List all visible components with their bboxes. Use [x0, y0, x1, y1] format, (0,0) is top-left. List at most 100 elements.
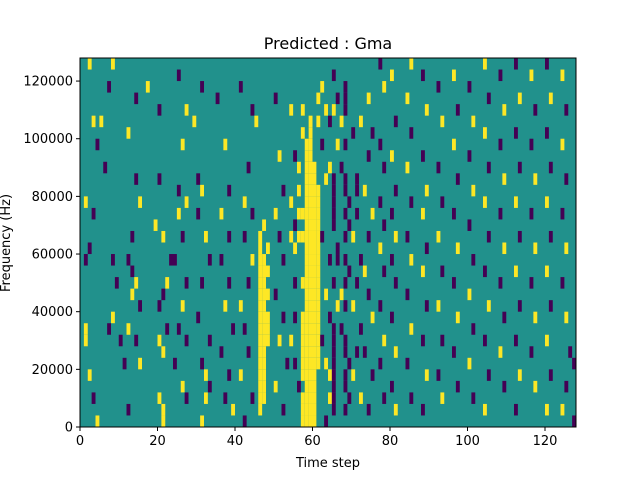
heatmap-cell — [471, 184, 476, 197]
heatmap-cell — [405, 92, 410, 105]
heatmap-cell — [161, 403, 166, 416]
heatmap-cell — [382, 334, 387, 347]
heatmap-cell — [572, 415, 577, 427]
heatmap-cell — [390, 150, 394, 162]
heatmap-cell — [308, 369, 313, 381]
heatmap-cell — [529, 277, 534, 289]
heatmap-cell — [440, 115, 445, 128]
heatmap-cell — [545, 58, 549, 70]
heatmap-cell — [161, 415, 166, 427]
heatmap-cell — [304, 415, 309, 427]
heatmap-cell — [227, 184, 232, 197]
heatmap-cell — [308, 254, 313, 266]
heatmap-cell — [312, 311, 317, 324]
heatmap-cell — [242, 415, 247, 427]
heatmap-cell — [316, 115, 321, 128]
heatmap-cell — [308, 311, 313, 324]
heatmap-cell — [359, 323, 363, 335]
heatmap-cell — [514, 334, 518, 347]
heatmap-cell — [126, 254, 131, 266]
heatmap-cell — [281, 254, 286, 266]
heatmap-cell — [366, 288, 371, 301]
heatmap-cell — [347, 219, 352, 231]
y-tick-label: 20000 — [32, 363, 73, 378]
heatmap-cell — [467, 288, 472, 301]
heatmap-cell — [176, 184, 181, 197]
heatmap-cell — [95, 415, 100, 427]
heatmap-cell — [514, 58, 518, 70]
heatmap-cell — [486, 161, 491, 174]
heatmap-cell — [250, 254, 255, 266]
heatmap-cell — [312, 415, 317, 427]
heatmap-cell — [308, 161, 313, 174]
heatmap-cell — [564, 380, 569, 393]
heatmap-cell — [440, 196, 445, 208]
heatmap-cell — [200, 415, 205, 427]
heatmap-cell — [184, 196, 189, 208]
heatmap-cell — [130, 230, 135, 243]
heatmap-cell — [545, 334, 549, 347]
heatmap-cell — [533, 242, 538, 255]
heatmap-cell — [293, 150, 298, 162]
heatmap-cell — [304, 184, 309, 197]
heatmap-cell — [312, 219, 317, 231]
x-tick-label: 0 — [76, 434, 84, 449]
heatmap-cell — [316, 184, 321, 197]
heatmap-cell — [529, 207, 534, 220]
y-tick-label: 0 — [65, 421, 73, 436]
heatmap-cell — [316, 92, 321, 105]
heatmap-cell — [316, 288, 321, 301]
heatmap-cell — [455, 311, 460, 324]
heatmap-cell — [343, 92, 348, 105]
heatmap-cell — [138, 300, 143, 312]
heatmap-cell — [312, 357, 317, 370]
heatmap-cell — [328, 254, 332, 266]
heatmap-cell — [289, 104, 294, 116]
heatmap-cell — [258, 323, 263, 335]
y-tick-label: 120000 — [23, 75, 73, 90]
heatmap-cell — [300, 230, 305, 243]
heatmap-cell — [180, 380, 185, 393]
heatmap-cell — [300, 415, 305, 427]
heatmap-cell — [343, 369, 348, 381]
heatmap-cell — [355, 184, 360, 197]
heatmap-cell — [250, 207, 255, 220]
heatmap-cell — [436, 161, 441, 174]
heatmap-cell — [200, 184, 205, 197]
heatmap-cell — [471, 323, 476, 335]
heatmap-cell — [304, 288, 309, 301]
heatmap-cell — [227, 369, 232, 381]
heatmap-cell — [184, 277, 189, 289]
heatmap-cell — [308, 242, 313, 255]
heatmap-cell — [262, 288, 267, 301]
heatmap-cell — [300, 392, 305, 404]
heatmap-cell — [564, 173, 569, 185]
heatmap-cell — [87, 242, 92, 255]
heatmap-cell — [343, 277, 348, 289]
heatmap-cell — [436, 300, 441, 312]
heatmap-cell — [351, 300, 356, 312]
heatmap-cell — [300, 127, 305, 139]
heatmap-cell — [483, 58, 487, 70]
heatmap-cell — [258, 403, 263, 416]
heatmap-cell — [514, 265, 518, 278]
heatmap-cell — [300, 357, 305, 370]
heatmap-cell — [331, 104, 336, 116]
heatmap-cell — [393, 277, 398, 289]
heatmap-cell — [219, 207, 224, 220]
heatmap-cell — [421, 265, 425, 278]
heatmap-cell — [517, 369, 522, 381]
heatmap-cell — [308, 288, 313, 301]
heatmap-cell — [405, 357, 410, 370]
heatmap-cell — [297, 380, 301, 393]
heatmap-cell — [262, 334, 267, 347]
heatmap-cell — [359, 254, 363, 266]
heatmap-cell — [560, 138, 565, 151]
heatmap-cell — [266, 311, 270, 324]
heatmap-cell — [262, 219, 267, 231]
heatmap-cell — [300, 104, 305, 116]
heatmap-cell — [421, 69, 425, 82]
heatmap-cell — [409, 58, 414, 70]
heatmap-cell — [335, 242, 340, 255]
heatmap-cell — [300, 323, 305, 335]
